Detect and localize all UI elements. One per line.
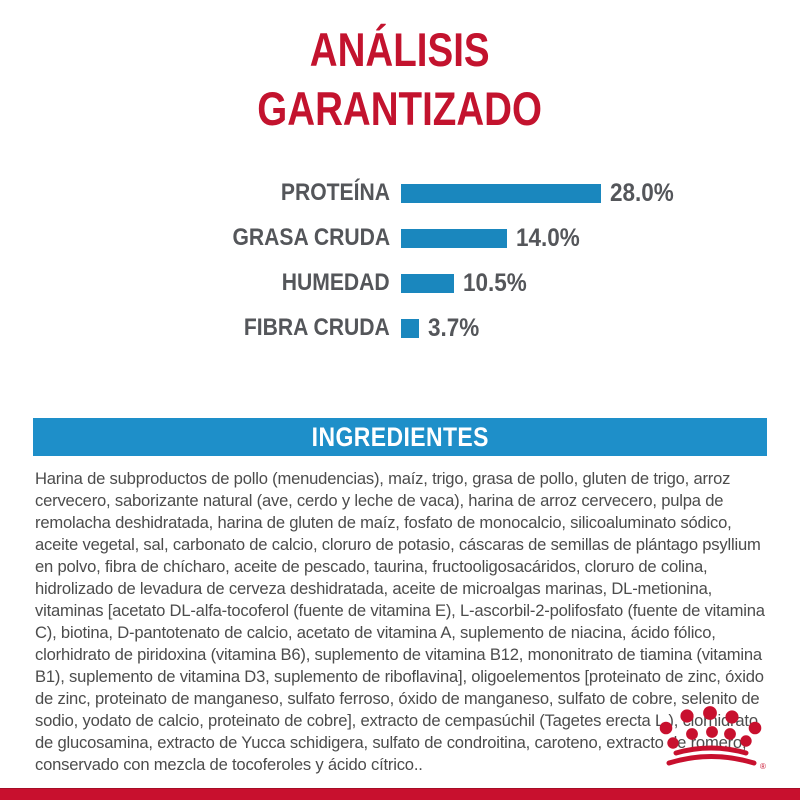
chart-value-label: 14.0% bbox=[516, 223, 580, 252]
chart-category-label: PROTEÍNA bbox=[280, 179, 390, 206]
page-title: ANÁLISIS GARANTIZADO bbox=[0, 20, 800, 138]
chart-bar bbox=[401, 273, 454, 293]
footer-red-bar bbox=[0, 788, 800, 800]
crown-dots bbox=[659, 706, 762, 749]
chart-bar bbox=[401, 228, 507, 248]
page-title-line1: ANÁLISIS bbox=[310, 23, 490, 76]
chart-value-label: 28.0% bbox=[610, 178, 674, 207]
crown-arcs bbox=[666, 745, 757, 766]
ingredients-text: Harina de subproductos de pollo (menuden… bbox=[35, 469, 765, 774]
chart-row-moisture: HUMEDAD 10.5% bbox=[0, 269, 800, 297]
ingredients-banner: INGREDIENTES bbox=[33, 418, 767, 456]
royal-canin-crown-logo: ® bbox=[659, 706, 766, 771]
chart-row-protein: PROTEÍNA 28.0% bbox=[0, 179, 800, 207]
chart-category-label: GRASA CRUDA bbox=[232, 224, 390, 251]
chart-value-label: 3.7% bbox=[428, 313, 480, 342]
registered-mark: ® bbox=[760, 762, 766, 771]
chart-bar bbox=[401, 183, 601, 203]
chart-category-label: HUMEDAD bbox=[282, 269, 390, 296]
chart-value-label: 10.5% bbox=[463, 268, 527, 297]
ingredients-heading: INGREDIENTES bbox=[311, 421, 489, 452]
chart-row-fat: GRASA CRUDA 14.0% bbox=[0, 224, 800, 252]
page-title-line2: GARANTIZADO bbox=[257, 82, 543, 135]
chart-bar bbox=[401, 318, 419, 338]
chart-category-label: FIBRA CRUDA bbox=[244, 314, 390, 341]
chart-row-fiber: FIBRA CRUDA 3.7% bbox=[0, 314, 800, 342]
